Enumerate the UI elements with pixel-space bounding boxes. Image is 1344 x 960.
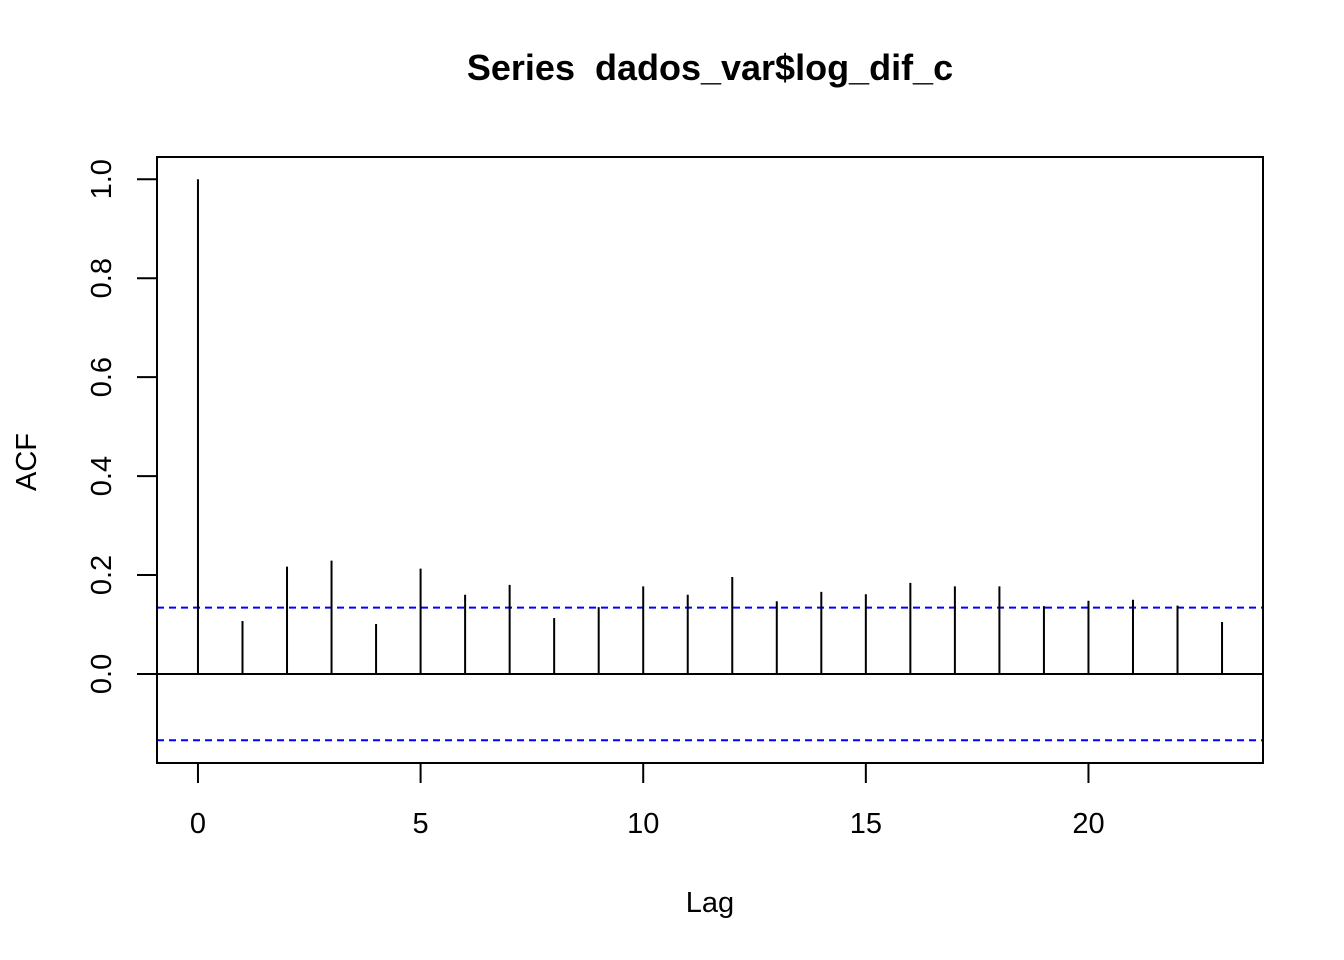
plot-frame xyxy=(156,156,1264,764)
x-tick-label-20: 20 xyxy=(1072,808,1104,840)
x-axis-label: Lag xyxy=(686,887,734,919)
x-tick-label-0: 0 xyxy=(190,808,206,840)
y-axis-label: ACF xyxy=(11,433,43,491)
y-tick-label-0.2: 0.2 xyxy=(86,555,118,595)
x-tick-label-10: 10 xyxy=(627,808,659,840)
x-tick-label-5: 5 xyxy=(413,808,429,840)
x-tick-label-15: 15 xyxy=(850,808,882,840)
plot-marks xyxy=(157,179,1263,742)
y-tick-label-1.0: 1.0 xyxy=(86,159,118,199)
chart-title: Series dados_var$log_dif_c xyxy=(467,47,953,88)
y-tick-label-0.6: 0.6 xyxy=(86,357,118,397)
y-tick-label-0.0: 0.0 xyxy=(86,654,118,694)
y-tick-label-0.4: 0.4 xyxy=(86,456,118,496)
y-axis: 0.0 0.2 0.4 0.6 0.8 1.0 xyxy=(86,159,158,694)
y-tick-label-0.8: 0.8 xyxy=(86,258,118,298)
